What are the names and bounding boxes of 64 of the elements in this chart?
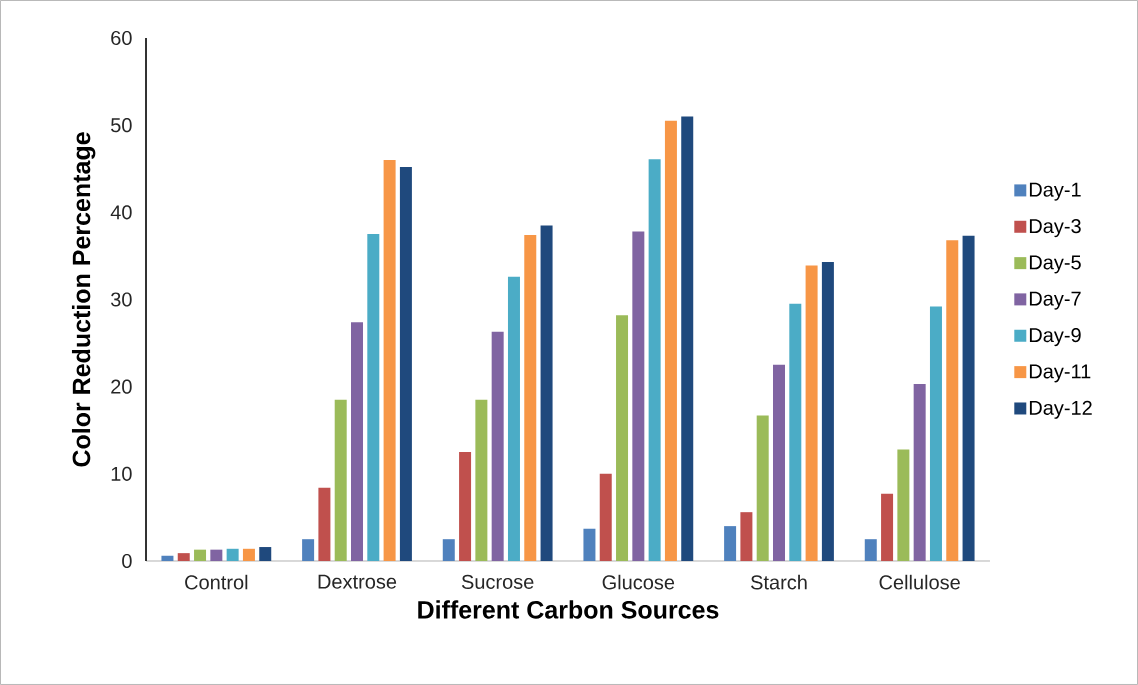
bar xyxy=(540,225,553,561)
bar xyxy=(524,234,537,561)
bar xyxy=(648,159,661,561)
x-tick-label: Sucrose xyxy=(461,574,534,589)
bar xyxy=(351,322,363,561)
y-tick-label: 10 xyxy=(111,466,132,481)
bar xyxy=(929,306,942,561)
x-tick-label: Dextrose xyxy=(318,574,397,589)
bar xyxy=(259,547,272,561)
x-axis-title: Different Carbon Sources xyxy=(418,600,719,619)
bar xyxy=(383,160,396,561)
bar xyxy=(897,449,910,561)
y-tick-label: 40 xyxy=(110,205,132,220)
bar xyxy=(773,364,785,561)
bar xyxy=(161,555,174,561)
legend-label: Day-12 xyxy=(1029,400,1092,419)
y-tick-label: 20 xyxy=(111,379,132,394)
bar xyxy=(681,116,694,561)
bar xyxy=(946,240,959,561)
bar xyxy=(399,167,412,561)
bar xyxy=(334,399,347,561)
y-tick-label: 0 xyxy=(122,553,132,569)
bar xyxy=(475,399,488,561)
x-tick-label: Starch xyxy=(751,574,807,590)
bar xyxy=(962,235,975,561)
bar xyxy=(632,231,645,561)
bar xyxy=(367,234,380,561)
bar xyxy=(881,493,894,561)
bar xyxy=(459,452,472,561)
bar xyxy=(756,415,769,561)
bar xyxy=(442,539,455,561)
y-axis-title: Color Reduction Percentage xyxy=(71,132,96,467)
y-tick-label: 30 xyxy=(111,292,132,307)
bar xyxy=(318,487,331,561)
bar xyxy=(664,120,677,561)
bar xyxy=(210,549,223,561)
bar xyxy=(583,528,596,561)
bar xyxy=(507,276,520,561)
bar xyxy=(177,553,190,561)
bar xyxy=(194,549,207,561)
bar xyxy=(242,548,255,561)
bar xyxy=(599,473,612,561)
bar xyxy=(302,539,315,561)
legend-label: Day-9 xyxy=(1029,328,1081,347)
bar xyxy=(491,331,504,561)
legend-label: Day-7 xyxy=(1029,291,1081,310)
x-tick-label: Glucose xyxy=(602,574,675,590)
bar xyxy=(740,512,753,561)
bar xyxy=(913,384,926,561)
x-tick-label: Cellulose xyxy=(879,574,960,590)
bar xyxy=(616,315,629,561)
bar xyxy=(805,265,818,561)
y-tick-label: 50 xyxy=(111,118,132,133)
x-tick-label: Control xyxy=(185,574,248,590)
bar xyxy=(864,539,877,561)
bar xyxy=(724,526,737,561)
bar xyxy=(226,548,239,561)
legend-label: Day-11 xyxy=(1029,364,1091,383)
bar xyxy=(789,303,802,561)
legend-label: Day-3 xyxy=(1029,219,1081,238)
legend-label: Day-1 xyxy=(1029,182,1081,201)
legend-label: Day-5 xyxy=(1029,255,1081,274)
y-tick-label: 60 xyxy=(111,30,132,46)
bar xyxy=(821,262,834,561)
